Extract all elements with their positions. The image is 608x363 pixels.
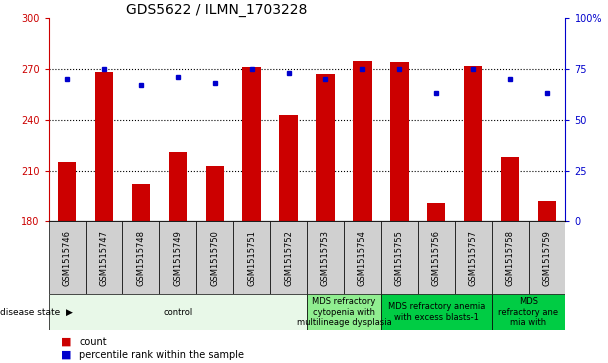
Text: GSM1515757: GSM1515757 bbox=[469, 230, 478, 286]
Text: ■: ■ bbox=[61, 337, 71, 347]
Text: GSM1515754: GSM1515754 bbox=[358, 230, 367, 286]
Text: MDS refractory anemia
with excess blasts-1: MDS refractory anemia with excess blasts… bbox=[387, 302, 485, 322]
Bar bbox=[49, 294, 307, 330]
Text: disease state  ▶: disease state ▶ bbox=[0, 308, 73, 317]
Bar bbox=[344, 221, 381, 294]
Text: GSM1515753: GSM1515753 bbox=[321, 230, 330, 286]
Bar bbox=[537, 201, 556, 221]
Bar bbox=[206, 166, 224, 221]
Text: GSM1515758: GSM1515758 bbox=[506, 230, 514, 286]
Text: GSM1515756: GSM1515756 bbox=[432, 230, 441, 286]
Text: GDS5622 / ILMN_1703228: GDS5622 / ILMN_1703228 bbox=[126, 3, 308, 17]
Bar bbox=[95, 72, 113, 221]
Bar bbox=[159, 221, 196, 294]
Bar bbox=[196, 221, 233, 294]
Text: MDS
refractory ane
mia with: MDS refractory ane mia with bbox=[499, 297, 559, 327]
Bar bbox=[381, 221, 418, 294]
Bar bbox=[307, 221, 344, 294]
Bar bbox=[427, 203, 446, 221]
Text: GSM1515751: GSM1515751 bbox=[247, 230, 256, 286]
Bar bbox=[132, 184, 150, 221]
Bar bbox=[279, 115, 298, 221]
Bar bbox=[464, 66, 482, 221]
Bar bbox=[381, 294, 492, 330]
Bar bbox=[233, 221, 270, 294]
Text: GSM1515759: GSM1515759 bbox=[542, 230, 551, 286]
Text: GSM1515749: GSM1515749 bbox=[173, 230, 182, 286]
Bar bbox=[168, 152, 187, 221]
Bar bbox=[418, 221, 455, 294]
Bar bbox=[86, 221, 122, 294]
Text: GSM1515746: GSM1515746 bbox=[63, 230, 72, 286]
Text: GSM1515750: GSM1515750 bbox=[210, 230, 219, 286]
Text: GSM1515747: GSM1515747 bbox=[100, 230, 108, 286]
Bar bbox=[528, 221, 565, 294]
Bar bbox=[316, 74, 335, 221]
Text: ■: ■ bbox=[61, 350, 71, 360]
Text: control: control bbox=[163, 308, 193, 317]
Text: MDS refractory
cytopenia with
multilineage dysplasia: MDS refractory cytopenia with multilinea… bbox=[297, 297, 392, 327]
Text: count: count bbox=[79, 337, 106, 347]
Text: GSM1515755: GSM1515755 bbox=[395, 230, 404, 286]
Text: GSM1515752: GSM1515752 bbox=[284, 230, 293, 286]
Text: GSM1515748: GSM1515748 bbox=[136, 230, 145, 286]
Bar bbox=[270, 221, 307, 294]
Bar bbox=[492, 294, 565, 330]
Bar bbox=[353, 61, 371, 221]
Bar bbox=[501, 157, 519, 221]
Text: percentile rank within the sample: percentile rank within the sample bbox=[79, 350, 244, 360]
Bar bbox=[390, 62, 409, 221]
Bar bbox=[243, 67, 261, 221]
Bar bbox=[122, 221, 159, 294]
Bar bbox=[455, 221, 492, 294]
Bar bbox=[58, 162, 77, 221]
Bar bbox=[492, 221, 528, 294]
Bar bbox=[49, 221, 86, 294]
Bar bbox=[307, 294, 381, 330]
